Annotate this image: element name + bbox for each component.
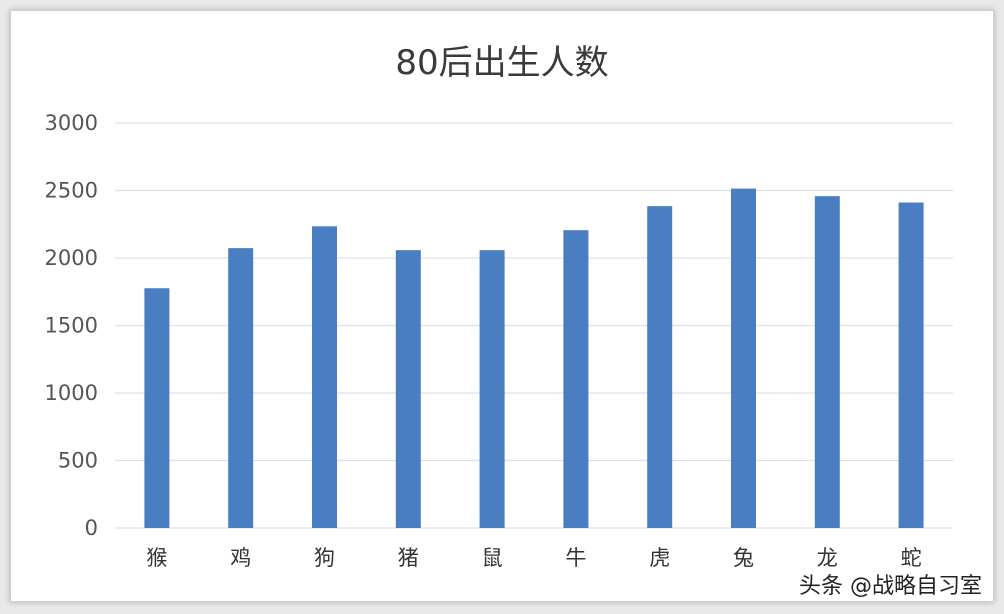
bar-6 <box>647 206 673 528</box>
x-tick-label: 牛 <box>565 546 586 570</box>
x-tick-label: 蛇 <box>901 546 922 570</box>
x-tick-label: 鸡 <box>230 546 251 570</box>
chart-title: 80后出生人数 <box>395 43 608 83</box>
x-tick-label: 龙 <box>817 546 838 570</box>
x-tick-label: 鼠 <box>482 546 503 570</box>
y-tick-label: 1000 <box>45 381 98 405</box>
bar-5 <box>563 230 589 528</box>
x-tick-label: 猴 <box>146 546 167 570</box>
bar-3 <box>395 250 421 529</box>
grid-lines <box>115 122 953 529</box>
bar-7 <box>731 188 756 529</box>
x-tick-label: 兔 <box>733 546 754 570</box>
x-axis-ticks: 猴鸡狗猪鼠牛虎兔龙蛇 <box>146 546 921 570</box>
y-tick-label: 2500 <box>45 179 98 203</box>
y-tick-label: 0 <box>85 516 98 540</box>
bar-2 <box>312 226 337 528</box>
bars <box>144 188 924 529</box>
y-tick-label: 2000 <box>45 246 98 270</box>
bar-0 <box>144 288 170 528</box>
watermark-text: 头条 @战略自习室 <box>799 574 982 599</box>
x-tick-label: 猪 <box>398 546 419 570</box>
bar-1 <box>228 248 254 528</box>
x-tick-label: 狗 <box>314 546 335 570</box>
bar-9 <box>898 202 924 528</box>
y-tick-label: 3000 <box>45 111 98 135</box>
x-tick-label: 虎 <box>649 546 670 570</box>
y-tick-label: 1500 <box>45 314 98 338</box>
bar-4 <box>479 250 505 529</box>
y-tick-label: 500 <box>58 449 98 473</box>
bar-8 <box>814 196 840 529</box>
y-axis-ticks: 0 500 1000 1500 2000 2500 3000 <box>45 111 98 540</box>
